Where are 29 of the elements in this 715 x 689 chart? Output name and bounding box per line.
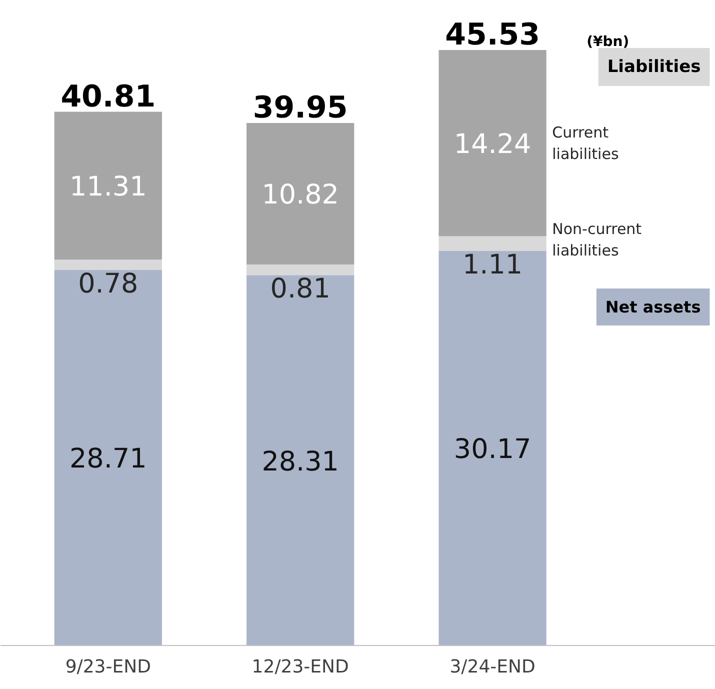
data-label: 1.11 [462, 249, 523, 280]
total-label: 45.53 [445, 18, 540, 53]
series-label: Current liabilities [552, 123, 619, 163]
data-label: 0.78 [78, 268, 138, 300]
x-tick-label: 3/24-END [450, 656, 536, 678]
data-label: 11.31 [69, 172, 147, 203]
x-tick-label: 12/23-END [252, 656, 349, 678]
bar [438, 50, 546, 236]
bar [54, 260, 162, 270]
bar [54, 112, 162, 260]
bar [54, 270, 162, 646]
bar [246, 122, 354, 265]
series-label: Non-current liabilities [552, 220, 642, 260]
annotation: (¥bn) [586, 34, 630, 50]
data-label: 28.71 [69, 444, 147, 475]
bar [246, 275, 354, 646]
annotation: Liabilities [607, 56, 701, 77]
data-label: 0.81 [270, 274, 330, 305]
data-label: 14.24 [454, 129, 532, 160]
bar [438, 236, 546, 251]
text: Net assets [605, 298, 701, 317]
total-label: 40.81 [60, 79, 156, 114]
data-label: 28.31 [262, 446, 339, 478]
bar [438, 250, 546, 646]
data-label: 30.17 [454, 434, 532, 466]
data-label: 10.82 [262, 180, 339, 211]
bar [246, 264, 354, 276]
x-tick-label: 9/23-END [65, 656, 151, 678]
total-label: 39.95 [252, 90, 348, 126]
